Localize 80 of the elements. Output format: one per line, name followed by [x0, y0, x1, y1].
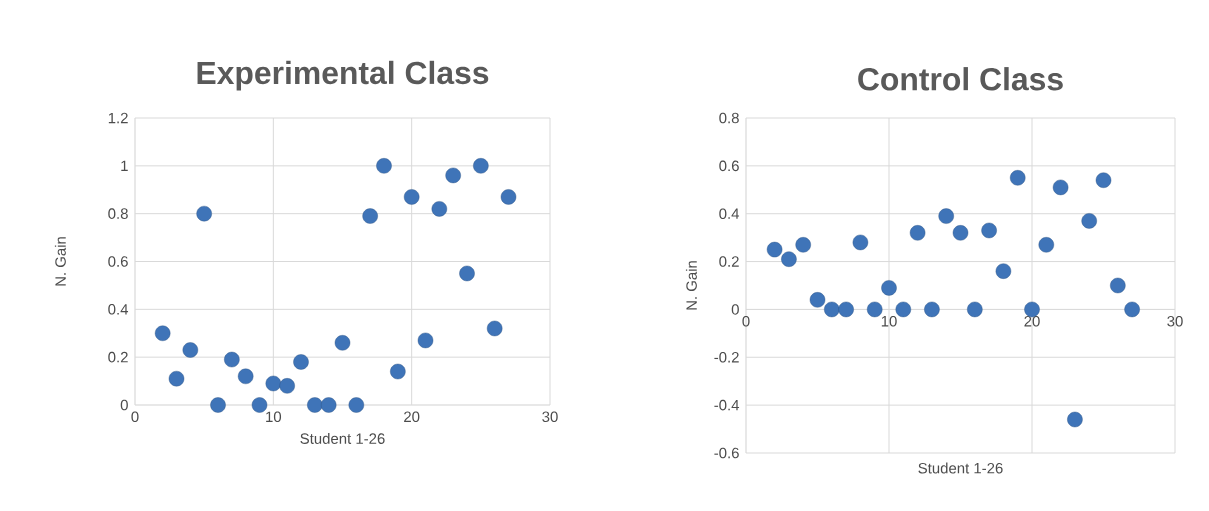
point	[237, 368, 254, 384]
point	[895, 301, 912, 318]
point	[981, 222, 997, 239]
y-tick-label: -0.6	[714, 447, 739, 459]
y-tick-label: 0	[120, 399, 128, 411]
point	[196, 205, 212, 222]
point	[224, 351, 240, 368]
point	[824, 301, 840, 318]
y-tick-label: 0.4	[719, 208, 740, 219]
point	[766, 241, 783, 258]
point	[293, 354, 309, 370]
point	[154, 325, 171, 341]
point	[809, 292, 826, 308]
y-tick-label: 0.8	[719, 112, 739, 124]
x-tick-label: 0	[131, 411, 139, 423]
point	[417, 332, 434, 349]
y-tick-label: 0.8	[108, 208, 128, 219]
chart-title: Control Class	[858, 67, 1063, 91]
point	[938, 208, 954, 224]
point	[265, 375, 282, 392]
x-tick-label: 30	[542, 411, 558, 423]
x-tick-label: 20	[1024, 315, 1040, 327]
point	[182, 342, 199, 358]
point	[168, 370, 185, 387]
point	[473, 158, 489, 174]
point	[1038, 237, 1055, 253]
y-axis-title: N. Gain	[685, 261, 697, 310]
y-tick-label: 0.6	[719, 160, 739, 172]
point	[486, 320, 503, 337]
y-tick-label: 0	[731, 304, 739, 315]
y-tick-label: 0.4	[108, 304, 129, 315]
point	[1052, 179, 1069, 196]
x-tick-label: 20	[404, 411, 420, 423]
point	[348, 397, 365, 413]
point	[995, 263, 1012, 279]
x-tick-label: 0	[742, 315, 750, 327]
x-tick-label: 10	[266, 411, 282, 423]
point	[390, 363, 406, 380]
point	[867, 301, 883, 318]
y-axis-title: N. Gain	[54, 237, 66, 286]
point	[967, 301, 983, 318]
point	[1124, 301, 1140, 318]
point	[279, 378, 295, 394]
point	[307, 397, 323, 413]
point	[1010, 170, 1026, 186]
point	[924, 301, 940, 318]
chart-title: Experimental Class	[197, 60, 489, 91]
point	[1067, 411, 1083, 428]
x-tick-label: 30	[1167, 315, 1183, 327]
y-tick-label: 0.2	[719, 256, 739, 267]
point	[362, 208, 378, 224]
point	[403, 189, 420, 205]
point	[210, 397, 226, 413]
y-tick-label: 1	[121, 160, 128, 171]
point	[952, 225, 969, 241]
point	[838, 301, 854, 318]
point	[1110, 277, 1126, 294]
point	[376, 158, 392, 174]
point	[852, 234, 869, 251]
point	[1081, 213, 1097, 229]
y-tick-label: 0.6	[108, 256, 128, 267]
point	[795, 237, 811, 253]
point	[445, 167, 461, 184]
y-tick-label: -0.2	[714, 351, 739, 363]
point	[251, 397, 268, 413]
x-tick-label: 10	[881, 315, 897, 327]
point	[334, 335, 351, 351]
y-tick-label: 1.2	[108, 112, 128, 124]
point	[320, 397, 337, 413]
point	[459, 265, 475, 282]
x-axis-title: Student 1-26	[918, 462, 1003, 474]
point	[881, 280, 897, 296]
point	[500, 189, 517, 205]
point	[781, 251, 797, 267]
x-axis-title: Student 1-26	[300, 432, 385, 444]
point	[431, 201, 448, 217]
point	[1095, 172, 1112, 188]
y-tick-label: 0.2	[108, 351, 128, 363]
y-tick-label: -0.4	[714, 399, 740, 411]
point	[909, 225, 926, 241]
